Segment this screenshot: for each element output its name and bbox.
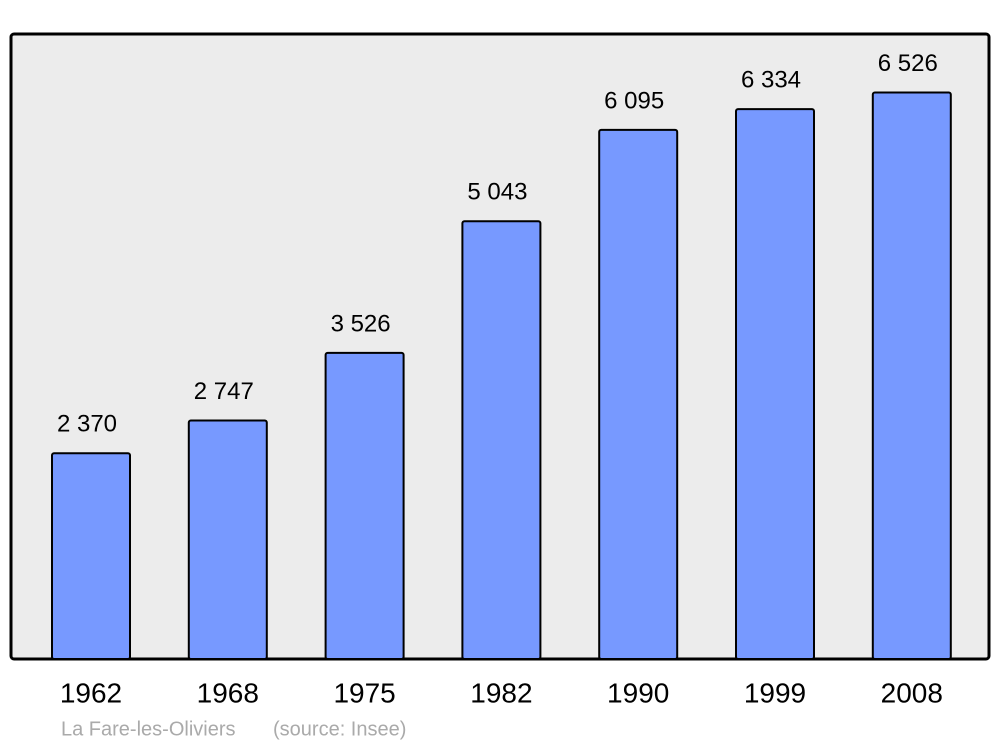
x-tick-label: 1990 — [607, 677, 669, 708]
value-label: 5 043 — [467, 179, 527, 206]
value-label: 6 095 — [604, 87, 664, 114]
bar — [598, 128, 679, 660]
bar — [735, 108, 815, 661]
bar — [324, 351, 405, 660]
value-label: 3 526 — [331, 310, 391, 337]
bar — [51, 452, 131, 661]
x-tick-label: 2008 — [881, 677, 943, 708]
bar — [871, 91, 952, 660]
value-label: 6 526 — [878, 50, 938, 77]
x-tick-label: 1975 — [333, 677, 395, 708]
source: (source: Insee) — [273, 718, 406, 740]
value-label: 2 747 — [194, 378, 254, 405]
bar — [461, 220, 542, 660]
value-label: 2 370 — [57, 411, 117, 438]
x-tick-label: 1982 — [470, 677, 532, 708]
bar — [187, 419, 268, 660]
x-tick-label: 1962 — [60, 677, 122, 708]
value-label: 6 334 — [741, 67, 801, 94]
x-tick-label: 1999 — [744, 677, 806, 708]
caption: La Fare-les-Oliviers — [61, 718, 235, 740]
x-tick-label: 1968 — [197, 677, 259, 708]
